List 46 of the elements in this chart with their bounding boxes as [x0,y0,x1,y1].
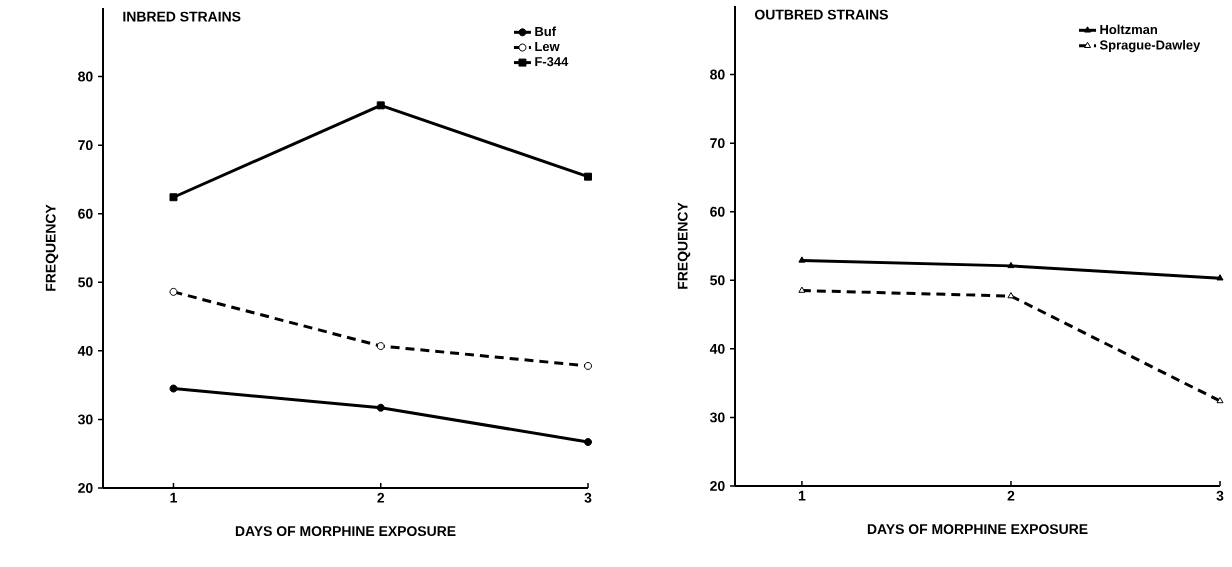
x-tick-label: 2 [1007,490,1015,501]
y-tick-label: 70 [78,140,93,151]
y-tick-label: 30 [77,414,93,425]
point [584,438,592,447]
y-tick-label: 40 [709,343,725,354]
y-tick-label: 30 [709,412,725,423]
x-tick-label: 1 [170,492,177,503]
point [1216,396,1224,404]
y-tick-label: 60 [710,206,725,217]
x-tick-label: 3 [1216,490,1224,501]
y-tick-label: 40 [77,345,93,356]
x-tick-label: 2 [377,492,385,503]
y-tick-label: 50 [710,275,725,286]
x-axis-title: DAYS OF MORPHINE EXPOSURE [235,526,456,537]
point [169,287,178,296]
x-tick-label: 3 [584,492,592,503]
point [376,101,385,110]
legend-label: F-344 [535,57,569,67]
y-tick-label: 50 [78,277,93,288]
x-axis-title: DAYS OF MORPHINE EXPOSURE [867,524,1088,535]
point [584,361,592,370]
y-axis-title: FREQUENCY [45,204,59,291]
point [376,403,385,412]
legend-label: Buf [535,26,557,37]
y-axis-title: FREQUENCY [677,202,691,289]
point [798,286,806,293]
y-tick-label: 70 [710,138,725,149]
point [584,172,592,181]
chart-title: INBRED STRAINS [123,11,241,22]
legend-label: Holtzman [1100,24,1157,35]
y-tick-label: 60 [78,208,93,219]
point [1007,261,1015,269]
point [169,193,178,202]
point [169,384,178,393]
legend-label: Lew [535,42,560,52]
y-tick-label: 80 [78,71,93,82]
point [798,256,806,263]
y-tick-label: 20 [78,483,93,493]
point [1216,274,1224,281]
x-tick-label: 1 [798,490,806,501]
y-tick-label: 80 [710,69,725,80]
chart-title: OUTBRED STRAINS [754,9,888,20]
y-tick-label: 20 [710,481,725,491]
point [376,342,385,351]
point [1007,292,1015,299]
legend-label: Sprague-Dawley [1099,40,1201,53]
